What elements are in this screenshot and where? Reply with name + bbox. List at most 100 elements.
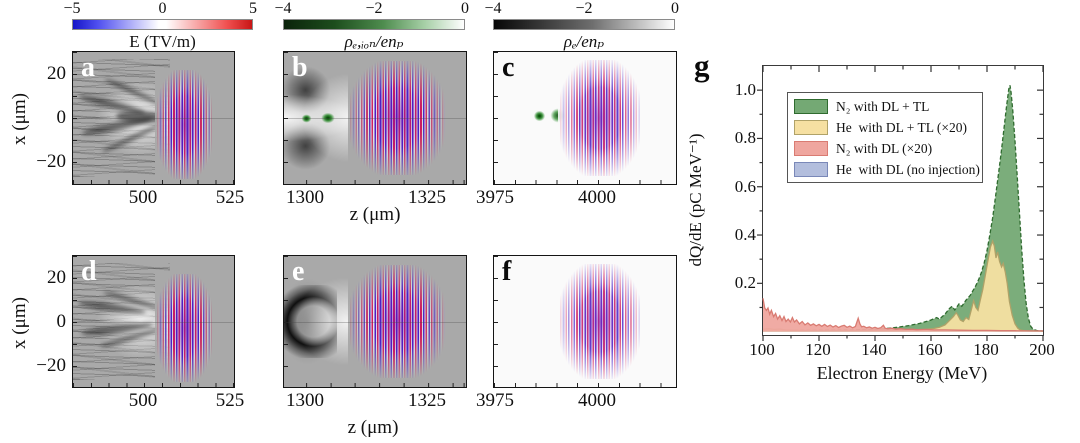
laser-pulse [557, 57, 642, 179]
series-area-2 [763, 241, 1043, 332]
y-tick-label: −20 [36, 355, 66, 376]
panel-f-electron-density-map: f [493, 255, 677, 388]
series-area-1 [763, 85, 1043, 332]
colorbar-tick: −2 [365, 0, 383, 17]
legend-swatch [794, 120, 828, 135]
x-tick-label: 500 [128, 187, 158, 208]
x-axis-label: z (μm) [349, 204, 401, 225]
wake-turbulence [73, 262, 170, 381]
y-tick-label: −20 [36, 151, 66, 172]
g-x-tick-label: 200 [1029, 340, 1055, 359]
legend-label: He with DL + TL (×20) [836, 119, 967, 135]
colorbar-gradient-efield [72, 19, 253, 30]
series-edge-1 [762, 85, 1044, 332]
x-axis-label: z (μm) [347, 417, 399, 438]
colorbar-tick: −4 [274, 0, 292, 17]
legend-label: N₂ with DL (×20) [836, 140, 933, 156]
g-y-tick-label: 0.2 [734, 273, 756, 293]
y-axis-label: x (μm) [9, 93, 30, 145]
colorbar-label: ρₑ,ᵢₒₙ/enₚ [344, 32, 404, 51]
colorbar-label: E (TV/m) [129, 32, 196, 51]
y-axis-ticks [284, 52, 288, 184]
colorbar-tick: −2 [575, 0, 593, 17]
panel-label: f [502, 256, 512, 287]
colorbar-efield: −5 0 5 E (TV/m) [63, 0, 257, 54]
x-tick-label: 1325 [408, 187, 446, 208]
colorbar-label: ρₑ/enₚ [563, 32, 605, 51]
x-tick-label: 4000 [578, 187, 616, 208]
panel-label: g [694, 48, 710, 83]
panel-label: b [292, 52, 308, 83]
colorbar-tick: −5 [63, 0, 81, 17]
panel-label: d [81, 256, 97, 287]
legend-swatch [794, 141, 828, 156]
colorbar-tick: −4 [484, 0, 502, 17]
g-x-tick-label: 100 [749, 340, 775, 359]
accelerated-electron-bunch [532, 108, 547, 124]
panel-e-ion-density-map: e [283, 255, 467, 388]
y-axis-ticks [284, 256, 288, 387]
panel-label: e [292, 256, 305, 287]
x-axis-ticks [284, 180, 466, 184]
y-axis-ticks [73, 52, 77, 184]
g-y-tick-label: 0.4 [734, 225, 756, 245]
y-axis-ticks [73, 256, 77, 387]
colorbar-gradient-electron [493, 19, 675, 30]
colorbar-electron-density: −4 −2 0 ρₑ/enₚ [484, 0, 679, 54]
colorbar-tick: 5 [249, 0, 257, 17]
panel-d-field-map: d [72, 255, 235, 388]
legend-label: N₂ with DL + TL [836, 98, 930, 114]
g-x-tick-label: 140 [861, 340, 887, 359]
y-axis-ticks [494, 52, 498, 184]
x-tick-label: 500 [128, 390, 158, 411]
x-axis-ticks [73, 383, 234, 387]
y-tick-label: 0 [56, 107, 67, 128]
laser-pulse [154, 68, 215, 181]
colorbar-ion-density: −4 −2 0 ρₑ,ᵢₒₙ/enₚ [274, 0, 469, 54]
x-tick-label: 1325 [408, 390, 446, 411]
y-axis-label: x (μm) [9, 297, 30, 349]
laser-pulse [348, 59, 448, 177]
x-tick-label: 525 [215, 187, 245, 208]
x-tick-label: 3975 [476, 390, 514, 411]
injected-electron-bunch [318, 111, 337, 125]
legend-swatch [794, 99, 828, 114]
x-axis-ticks [73, 180, 234, 184]
x-axis-ticks [284, 383, 466, 387]
laser-pulse [348, 263, 448, 380]
panel-a-field-map: a [72, 51, 235, 185]
legend: N₂ with DL + TL He with DL + TL (×20) N₂ w… [787, 92, 983, 183]
injected-electron-bunch [300, 113, 314, 124]
colorbar-gradient-ion [283, 19, 465, 30]
x-axis-ticks [494, 180, 676, 184]
y-tick-label: 20 [47, 267, 66, 288]
g-y-tick-label: 0.6 [734, 176, 756, 196]
legend-label: He with DL (no injection) [836, 161, 980, 177]
x-tick-label: 525 [215, 390, 245, 411]
g-y-tick-label: 0.8 [734, 128, 756, 148]
x-tick-label: 4000 [578, 390, 616, 411]
y-tick-label: 20 [47, 63, 66, 84]
x-axis-label: Electron Energy (MeV) [816, 363, 988, 383]
x-tick-label: 1300 [286, 187, 324, 208]
y-axis-ticks [494, 256, 498, 387]
y-tick-label: 0 [56, 311, 67, 332]
legend-swatch [794, 162, 828, 177]
legend-row: He with DL (no injection) [794, 159, 982, 180]
legend-row: He with DL + TL (×20) [794, 117, 982, 138]
colorbar-tick: 0 [671, 0, 679, 17]
colorbar-tick: 0 [158, 0, 167, 17]
panel-b-ion-density-map: b [283, 51, 467, 185]
g-y-tick-label: 1.0 [734, 80, 756, 100]
series-edge-3 [762, 298, 1043, 332]
legend-row: N₂ with DL (×20) [794, 138, 982, 159]
g-x-tick-label: 180 [973, 340, 999, 359]
laser-pulse [557, 261, 642, 382]
panel-label: c [502, 52, 515, 83]
legend-row: N₂ with DL + TL [794, 96, 982, 117]
panel-c-electron-density-map: c [493, 51, 677, 185]
x-axis-ticks [494, 383, 676, 387]
x-tick-label: 1300 [286, 390, 324, 411]
g-x-tick-label: 120 [805, 340, 831, 359]
